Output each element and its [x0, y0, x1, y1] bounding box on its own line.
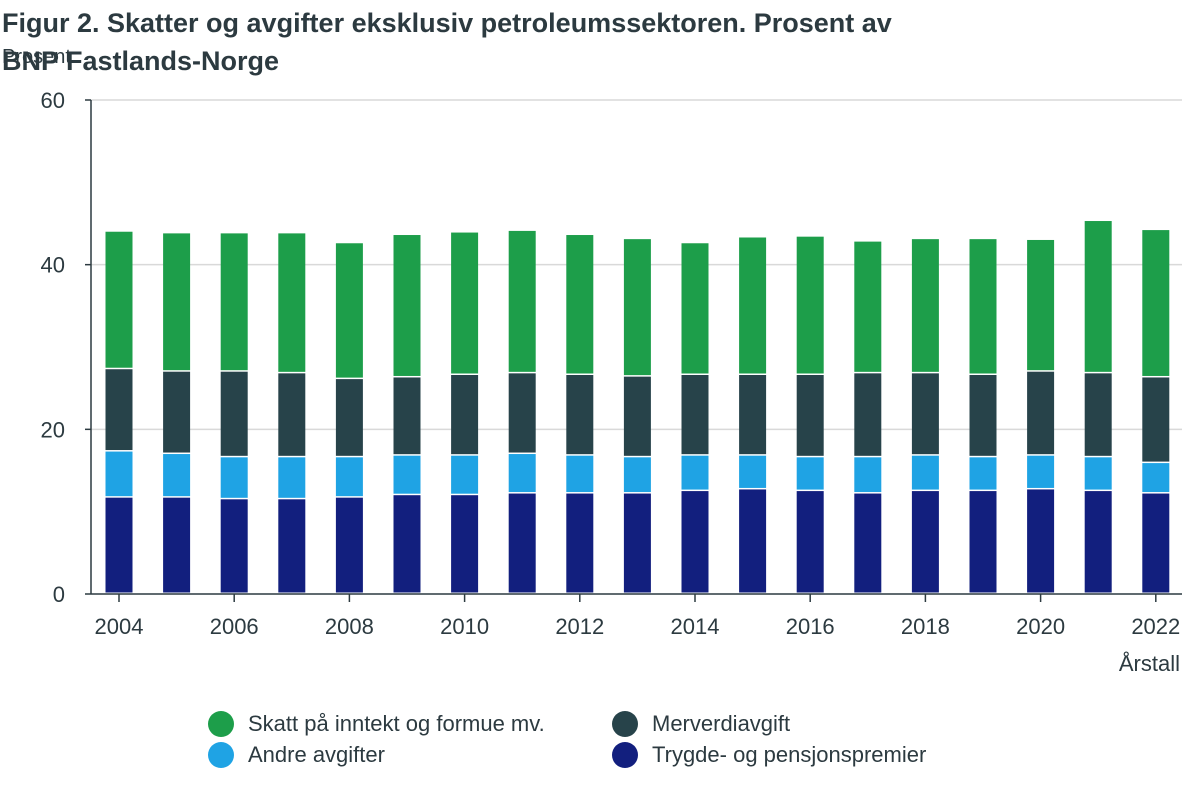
bar-2015-series-3 [739, 237, 767, 374]
bar-2008-series-0 [335, 497, 363, 593]
bar-2010-series-0 [451, 495, 479, 593]
bar-2017-series-2 [854, 373, 882, 456]
bar-2004-series-0 [105, 497, 133, 593]
y-tick-label-60: 60 [41, 88, 65, 113]
bar-2017-series-1 [854, 457, 882, 493]
bar-2020-series-0 [1027, 489, 1055, 593]
bar-2018-series-2 [911, 373, 939, 455]
bar-2012-series-3 [566, 235, 594, 374]
bar-2018-series-0 [911, 491, 939, 593]
bar-2012-series-0 [566, 493, 594, 593]
x-tick-label-2004: 2004 [95, 614, 144, 639]
bar-2018-series-1 [911, 455, 939, 490]
bar-2012-series-2 [566, 374, 594, 455]
y-tick-label-0: 0 [53, 582, 65, 607]
bar-2019-series-3 [969, 239, 997, 374]
bar-2019-series-0 [969, 491, 997, 593]
bar-2021-series-3 [1084, 221, 1112, 372]
bar-2005-series-3 [163, 233, 191, 371]
bar-2005-series-0 [163, 497, 191, 593]
bar-2007-series-1 [278, 457, 306, 498]
bar-2005-series-1 [163, 454, 191, 497]
x-tick-label-2014: 2014 [671, 614, 720, 639]
x-tick-label-2016: 2016 [786, 614, 835, 639]
y-axis-label: Prosent [2, 46, 71, 68]
x-tick-label-2018: 2018 [901, 614, 950, 639]
bar-2004-series-3 [105, 231, 133, 368]
bar-2008-series-3 [335, 243, 363, 378]
bar-2006-series-3 [220, 233, 248, 371]
bar-2016-series-1 [796, 457, 824, 490]
bar-2022-series-2 [1142, 377, 1170, 462]
y-tick-label-20: 20 [41, 417, 65, 442]
bar-2010-series-1 [451, 455, 479, 494]
bar-2007-series-2 [278, 373, 306, 456]
bar-2016-series-2 [796, 374, 824, 456]
bar-2018-series-3 [911, 239, 939, 372]
x-tick-label-2020: 2020 [1016, 614, 1065, 639]
bar-2011-series-2 [508, 373, 536, 453]
bar-2019-series-2 [969, 374, 997, 456]
bar-2006-series-1 [220, 457, 248, 498]
bar-2007-series-0 [278, 499, 306, 593]
bar-2010-series-2 [451, 374, 479, 455]
bar-2011-series-1 [508, 454, 536, 493]
x-tick-label-2006: 2006 [210, 614, 259, 639]
bar-2013-series-2 [623, 376, 651, 456]
bar-2022-series-3 [1142, 230, 1170, 376]
bar-2014-series-1 [681, 455, 709, 490]
x-tick-label-2008: 2008 [325, 614, 374, 639]
bar-2011-series-3 [508, 230, 536, 372]
bar-2021-series-0 [1084, 491, 1112, 593]
bar-2009-series-2 [393, 377, 421, 455]
bar-2016-series-0 [796, 491, 824, 593]
bar-2015-series-2 [739, 374, 767, 455]
x-axis-label: Årstall [1119, 651, 1180, 676]
x-tick-label-2012: 2012 [555, 614, 604, 639]
bar-2014-series-2 [681, 374, 709, 455]
bar-2006-series-0 [220, 499, 248, 593]
bar-2012-series-1 [566, 455, 594, 493]
bar-2011-series-0 [508, 493, 536, 593]
bar-2021-series-2 [1084, 373, 1112, 456]
y-tick-label-40: 40 [41, 253, 65, 278]
bar-2007-series-3 [278, 233, 306, 372]
bar-2015-series-1 [739, 455, 767, 488]
bar-2020-series-1 [1027, 455, 1055, 488]
bar-2006-series-2 [220, 371, 248, 456]
bar-2009-series-1 [393, 455, 421, 494]
chart-title: Figur 2. Skatter og avgifter eksklusiv p… [2, 8, 892, 76]
bar-2022-series-1 [1142, 463, 1170, 493]
bar-2017-series-0 [854, 493, 882, 593]
bar-2022-series-0 [1142, 493, 1170, 593]
bar-2009-series-0 [393, 495, 421, 593]
bar-2013-series-0 [623, 493, 651, 593]
bar-2005-series-2 [163, 371, 191, 453]
x-tick-label-2022: 2022 [1131, 614, 1180, 639]
bar-2019-series-1 [969, 457, 997, 490]
bar-2014-series-0 [681, 491, 709, 593]
x-tick-label-2010: 2010 [440, 614, 489, 639]
bar-2016-series-3 [796, 236, 824, 374]
bar-2004-series-1 [105, 451, 133, 497]
bar-2014-series-3 [681, 243, 709, 374]
bar-2009-series-3 [393, 235, 421, 376]
bar-2008-series-2 [335, 379, 363, 456]
bar-2017-series-3 [854, 241, 882, 372]
bar-2013-series-1 [623, 457, 651, 493]
bar-2004-series-2 [105, 369, 133, 451]
bar-2021-series-1 [1084, 457, 1112, 490]
bar-2020-series-2 [1027, 371, 1055, 455]
bar-2010-series-3 [451, 232, 479, 374]
bar-2015-series-0 [739, 489, 767, 593]
bar-2013-series-3 [623, 239, 651, 376]
bar-2008-series-1 [335, 457, 363, 497]
bar-2020-series-3 [1027, 239, 1055, 371]
